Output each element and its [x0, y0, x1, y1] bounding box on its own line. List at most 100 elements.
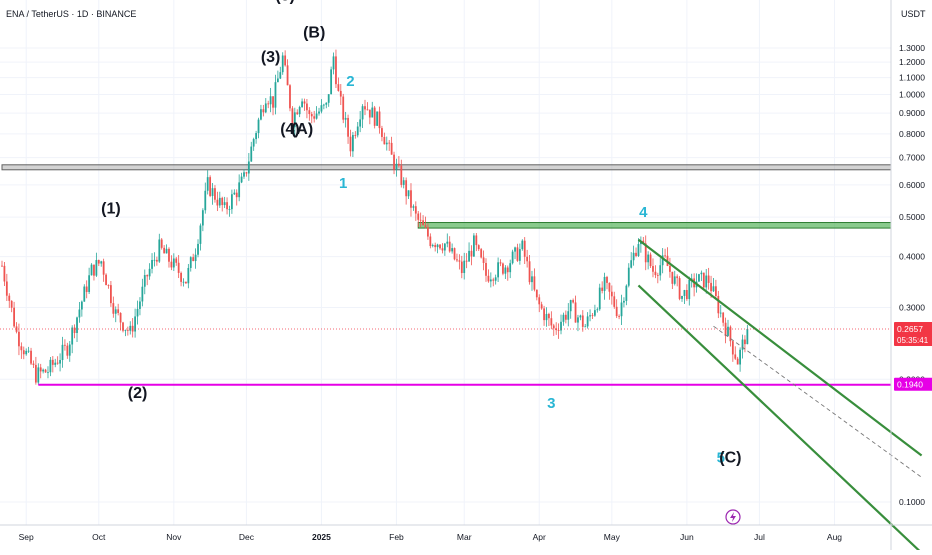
candle-body [644, 243, 647, 263]
candle-body [685, 290, 688, 300]
candle-body [429, 236, 432, 247]
candle-body [410, 190, 412, 208]
candle-body [443, 243, 446, 251]
currency-label[interactable]: USDT [901, 9, 926, 19]
candle-body [189, 257, 192, 268]
candle-body [163, 247, 166, 254]
candle-body [470, 250, 473, 257]
candle-body [468, 250, 470, 262]
y-tick-label: 1.0000 [899, 89, 925, 99]
candle-body [480, 249, 483, 258]
candle-body [719, 312, 722, 314]
candle-body [250, 146, 253, 162]
y-tick-label: 0.9000 [899, 108, 925, 118]
candle-body [727, 326, 729, 336]
candle-body [71, 327, 74, 345]
candle-body [589, 315, 591, 317]
candle-body [400, 165, 403, 185]
candle-body [579, 315, 582, 318]
candle-body [698, 274, 700, 282]
candle-body [291, 108, 294, 128]
candle-body [49, 359, 52, 373]
candle-body [502, 263, 504, 274]
candle-body [499, 262, 502, 264]
candle-body [535, 289, 538, 298]
candle-body [313, 116, 316, 119]
candle-body [361, 106, 364, 120]
candle-body [168, 248, 170, 262]
candle-body [228, 209, 231, 210]
candle-body [560, 321, 562, 331]
x-tick-label: Oct [92, 532, 106, 542]
candle-body [327, 94, 330, 103]
candle-body [635, 252, 637, 256]
y-tick-label: 0.5000 [899, 212, 925, 222]
candle-body [473, 235, 475, 257]
candle-body [66, 345, 69, 356]
wave-label: (C) [719, 450, 741, 467]
y-tick-label: 0.6000 [899, 180, 925, 190]
candle-body [153, 259, 156, 261]
candle-body [613, 296, 616, 307]
zones [1, 164, 892, 229]
candle-body [746, 329, 749, 345]
candle-body [606, 276, 608, 283]
candle-body [155, 259, 158, 262]
candle-body [39, 367, 42, 372]
candle-body [531, 276, 533, 283]
candle-body [61, 344, 64, 361]
candle-body [97, 260, 100, 264]
candle-body [308, 110, 311, 115]
candle-body [731, 341, 734, 355]
candle-body [344, 117, 347, 120]
candle-body [182, 281, 185, 283]
current-price-tag-bg [894, 322, 932, 347]
candle-body [364, 106, 366, 110]
candle-body [335, 56, 337, 85]
candle-body [293, 112, 296, 128]
candle-body [678, 278, 681, 299]
candle-body [218, 197, 221, 206]
candle-body [238, 182, 241, 198]
candle-body [56, 362, 59, 364]
x-tick-label: Feb [389, 532, 404, 542]
candle-body [688, 279, 691, 300]
candle-body [301, 101, 303, 108]
candle-body [315, 113, 318, 119]
symbol-title[interactable]: ENA / TetherUS · 1D · BINANCE [6, 9, 137, 19]
candle-body [417, 213, 420, 220]
candle-body [378, 111, 381, 129]
candle-body [422, 220, 424, 226]
y-tick-label: 0.7000 [899, 153, 925, 163]
wave-label: 3 [547, 395, 555, 412]
candle-body [359, 119, 362, 127]
candle-body [562, 314, 565, 322]
candle-body [405, 180, 408, 197]
candle-body [276, 78, 279, 83]
candle-body [143, 275, 146, 287]
candle-body [112, 303, 115, 314]
candle-body [252, 139, 255, 147]
x-tick-label: Mar [457, 532, 472, 542]
candle-body [656, 275, 659, 276]
candle-body [603, 276, 606, 291]
candle-body [511, 251, 514, 264]
candle-body [272, 96, 274, 108]
candle-body [209, 177, 212, 196]
grid [0, 0, 891, 525]
x-tick-label: Sep [19, 532, 34, 542]
wave-label: (B) [303, 24, 325, 41]
candle-body [64, 344, 66, 346]
candle-body [717, 295, 720, 314]
candle-body [221, 197, 224, 206]
candle-body [284, 55, 287, 66]
candle-body [134, 316, 136, 332]
candle-body [381, 128, 383, 137]
candle-body [165, 248, 168, 254]
candle-body [526, 256, 529, 262]
candle-body [439, 244, 441, 249]
candle-body [240, 176, 243, 183]
